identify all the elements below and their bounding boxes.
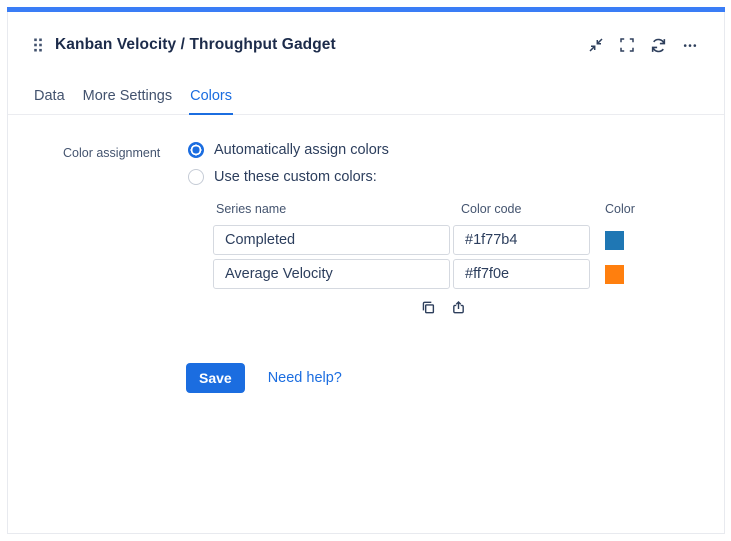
radio-option-custom[interactable]: Use these custom colors: bbox=[188, 169, 389, 185]
form-footer: Save Need help? bbox=[186, 363, 724, 393]
color-swatch-1[interactable] bbox=[605, 230, 624, 250]
gadget-header: Kanban Velocity / Throughput Gadget bbox=[8, 12, 724, 54]
series-name-input-1[interactable] bbox=[213, 225, 450, 255]
series-name-header: Series name bbox=[216, 202, 287, 216]
minimize-icon[interactable] bbox=[588, 37, 604, 53]
tab-bar: Data More Settings Colors bbox=[8, 88, 724, 115]
save-button[interactable]: Save bbox=[186, 363, 245, 393]
fullscreen-icon[interactable] bbox=[619, 37, 635, 53]
radio-option-automatic[interactable]: Automatically assign colors bbox=[188, 142, 389, 158]
table-row bbox=[213, 225, 724, 255]
copy-icon[interactable] bbox=[421, 300, 436, 315]
table-actions bbox=[421, 300, 724, 315]
tab-colors[interactable]: Colors bbox=[189, 88, 234, 115]
table-row bbox=[213, 259, 724, 289]
custom-colors-label: Use these custom colors: bbox=[214, 169, 377, 185]
drag-handle-icon[interactable] bbox=[33, 37, 43, 53]
color-code-input-1[interactable] bbox=[453, 225, 590, 255]
gadget-accent-bar bbox=[7, 7, 725, 12]
tab-more-settings[interactable]: More Settings bbox=[82, 88, 173, 104]
need-help-link[interactable]: Need help? bbox=[267, 370, 342, 386]
color-swatch-2[interactable] bbox=[605, 264, 624, 284]
more-options-icon[interactable] bbox=[682, 37, 698, 53]
color-code-header: Color code bbox=[461, 202, 522, 216]
automatic-colors-radio[interactable] bbox=[188, 142, 204, 158]
series-color-table: Series name Color code Color bbox=[213, 202, 724, 315]
refresh-icon[interactable] bbox=[650, 37, 667, 54]
automatic-colors-label: Automatically assign colors bbox=[214, 142, 389, 158]
colors-tab-panel: Color assignment Automatically assign co… bbox=[8, 142, 724, 393]
color-code-input-2[interactable] bbox=[453, 259, 590, 289]
tab-data[interactable]: Data bbox=[34, 88, 65, 104]
custom-colors-radio[interactable] bbox=[188, 169, 204, 185]
gadget-card: Kanban Velocity / Throughput Gadget bbox=[7, 7, 725, 534]
color-assignment-radio-group: Automatically assign colors Use these cu… bbox=[188, 142, 389, 185]
gadget-header-actions bbox=[588, 37, 698, 54]
color-swatch-header: Color bbox=[605, 202, 635, 216]
series-name-input-2[interactable] bbox=[213, 259, 450, 289]
series-table-headers: Series name Color code Color bbox=[213, 202, 724, 216]
export-icon[interactable] bbox=[451, 300, 466, 315]
gadget-title: Kanban Velocity / Throughput Gadget bbox=[55, 36, 336, 53]
color-assignment-label: Color assignment bbox=[63, 146, 161, 160]
